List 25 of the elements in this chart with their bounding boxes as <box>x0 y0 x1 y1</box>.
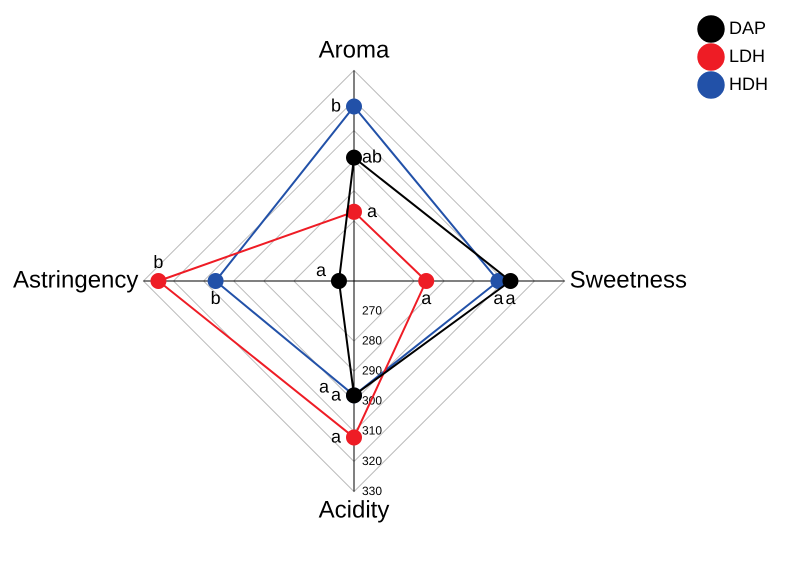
y-tick-label: 280 <box>362 333 382 348</box>
spoke-label: Sweetness <box>570 266 688 294</box>
data-label: a <box>493 288 504 308</box>
data-label: a <box>505 288 516 308</box>
data-label: a <box>366 200 378 221</box>
y-tick-label: 310 <box>362 424 382 438</box>
data-label: b <box>153 252 164 272</box>
data-label: a <box>330 384 342 404</box>
data-label: a <box>318 376 330 396</box>
spoke-label: Acidity <box>318 496 390 524</box>
data-label: a <box>421 288 432 308</box>
data-label: a <box>330 426 342 446</box>
legend-label: LDH <box>729 46 766 66</box>
y-tick-label: 290 <box>362 364 382 378</box>
spoke-label: Astringency <box>13 266 138 294</box>
spoke-label: Aroma <box>318 36 390 64</box>
data-label: b <box>330 95 342 116</box>
data-label: ab <box>362 146 382 167</box>
y-tick-label: 270 <box>362 303 382 318</box>
legend-label: HDH <box>729 74 768 94</box>
legend-label: DAP <box>729 18 766 38</box>
y-tick-label: 330 <box>362 484 382 498</box>
data-label: b <box>210 288 221 308</box>
data-label: a <box>316 260 327 280</box>
y-tick-label: 320 <box>362 454 382 468</box>
